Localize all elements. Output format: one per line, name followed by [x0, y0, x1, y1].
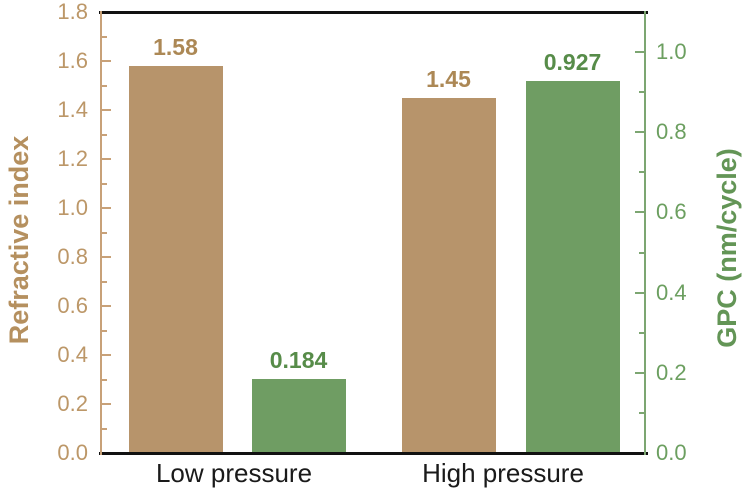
- y-left-tick-label: 0.4: [57, 342, 88, 367]
- y-right-minor-tick: [639, 411, 644, 414]
- y-left-tick-label: 1.4: [57, 97, 88, 122]
- y-left-tick-label: 1.0: [57, 195, 88, 220]
- y-left-tick-label: 0.0: [57, 440, 88, 465]
- y-right-major-tick: [635, 371, 644, 374]
- top-spine: [99, 11, 648, 14]
- bar-value-label: 1.58: [153, 33, 198, 60]
- y-left-tick-label: 1.2: [57, 146, 88, 171]
- y-left-tick-label: 1.6: [57, 48, 88, 73]
- y-right-tick-label: 0.8: [656, 119, 687, 145]
- y-left-major-tick: [102, 60, 111, 62]
- x-category-label-high-pressure: High pressure: [422, 458, 584, 488]
- y-right-tick-label: 0.0: [656, 440, 687, 465]
- y-right-tick-label: 0.4: [656, 279, 687, 305]
- y-left-tick-label: 1.8: [57, 0, 88, 24]
- y-left-major-tick: [102, 403, 111, 405]
- bar-value-label: 0.184: [269, 347, 328, 374]
- y-left-minor-tick: [102, 427, 107, 430]
- y-left-major-tick: [102, 207, 111, 209]
- y-right-tick-label: 1.0: [656, 39, 687, 65]
- bar-value-label: 1.45: [426, 65, 471, 92]
- y-left-minor-tick: [102, 280, 107, 283]
- y-left-minor-tick: [102, 329, 107, 332]
- y-left-major-tick: [102, 354, 111, 356]
- y-right-major-tick: [635, 211, 644, 214]
- y-left-tick-label: 0.8: [57, 244, 88, 269]
- y-left-major-tick: [102, 158, 111, 160]
- y-left-minor-tick: [102, 182, 107, 185]
- y-right-minor-tick: [639, 171, 644, 174]
- bar-right-1: [525, 81, 620, 453]
- x-axis-line: [99, 452, 648, 455]
- y-left-minor-tick: [102, 378, 107, 381]
- y-right-minor-tick: [639, 91, 644, 94]
- y-left-minor-tick: [102, 84, 107, 87]
- y-left-tick-label: 0.2: [57, 391, 88, 416]
- bar-left-0: [128, 65, 223, 453]
- bar-left-1: [401, 97, 496, 453]
- y-right-tick-label: 0.2: [656, 359, 687, 385]
- bar-right-0: [251, 379, 346, 453]
- x-category-label-low-pressure: Low pressure: [155, 458, 313, 488]
- right-axis-line: [644, 11, 646, 455]
- y-left-tick-label: 0.6: [57, 293, 88, 318]
- y-right-minor-tick: [639, 251, 644, 254]
- y-left-minor-tick: [102, 133, 107, 136]
- bar-value-label: 0.927: [543, 49, 602, 76]
- y-left-minor-tick: [102, 231, 107, 234]
- y-right-major-tick: [635, 131, 644, 134]
- y-left-major-tick: [102, 305, 111, 307]
- y-left-minor-tick: [102, 35, 107, 38]
- y-right-major-tick: [635, 291, 644, 294]
- y-right-minor-tick: [639, 331, 644, 334]
- y-right-major-tick: [635, 51, 644, 54]
- y-left-major-tick: [102, 109, 111, 111]
- y-right-tick-label: 0.6: [656, 199, 687, 225]
- y-left-major-tick: [102, 256, 111, 258]
- left-axis-line: [100, 11, 102, 455]
